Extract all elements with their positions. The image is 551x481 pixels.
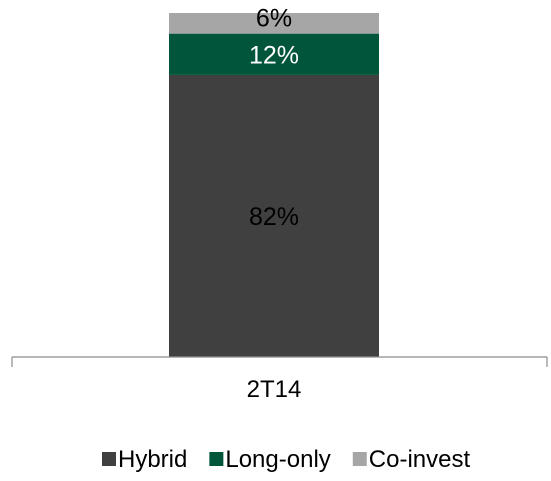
category-labels: 2T14 (247, 376, 302, 403)
data-label-long-only: 12% (249, 41, 299, 69)
data-label-co-invest: 6% (256, 4, 292, 32)
legend-swatch-hybrid (102, 452, 116, 466)
legend-label-co-invest: Co-invest (369, 446, 471, 473)
bar-group (169, 13, 379, 358)
bar-segment-long-only (169, 33, 379, 75)
segment-labels: 82% 12% 6% (249, 4, 299, 231)
legend-item-long-only: Long-only (209, 446, 331, 473)
category-label: 2T14 (247, 376, 302, 403)
legend-label-hybrid: Hybrid (118, 446, 187, 473)
legend-item-co-invest: Co-invest (352, 446, 471, 473)
legend: Hybrid Long-only Co-invest (102, 446, 470, 473)
legend-swatch-co-invest (352, 452, 367, 466)
bar-segment-co-invest (169, 13, 379, 34)
legend-label-long-only: Long-only (225, 446, 330, 473)
bar-segment-hybrid (169, 74, 379, 358)
legend-item-hybrid: Hybrid (102, 446, 187, 473)
data-label-hybrid: 82% (249, 203, 299, 231)
x-axis (11, 356, 548, 367)
legend-swatch-long-only (209, 452, 224, 466)
